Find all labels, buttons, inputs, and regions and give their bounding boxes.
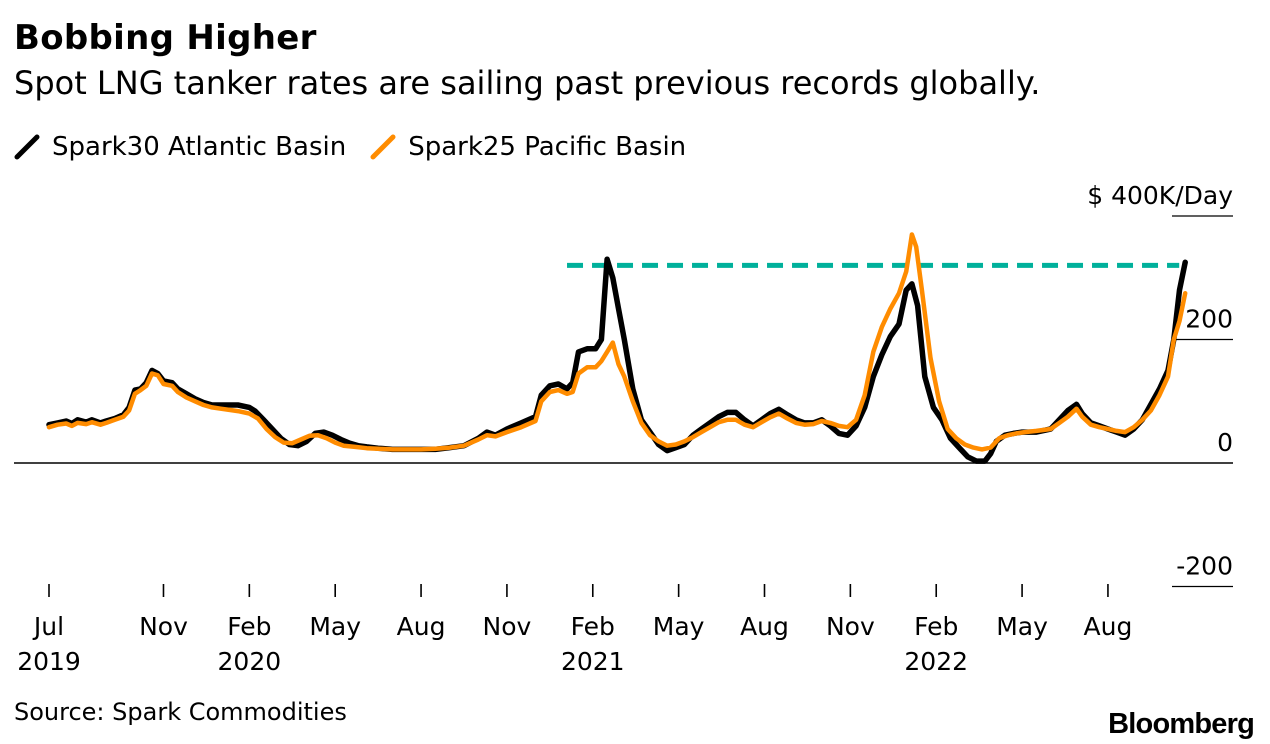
x-tick-year-label: 2022 bbox=[904, 647, 968, 676]
legend-item-pacific: Spark25 Pacific Basin bbox=[370, 132, 686, 162]
series-line-pacific bbox=[46, 232, 1188, 452]
y-tick-label: -200 bbox=[1176, 552, 1233, 581]
x-tick-year-label: 2020 bbox=[218, 647, 282, 676]
legend-swatch-atlantic bbox=[14, 134, 40, 160]
x-tick-label: Nov bbox=[826, 612, 875, 641]
legend: Spark30 Atlantic Basin Spark25 Pacific B… bbox=[14, 130, 710, 164]
chart-title: Bobbing Higher bbox=[14, 18, 317, 58]
x-tick-label: Feb bbox=[914, 612, 958, 641]
legend-label-pacific: Spark25 Pacific Basin bbox=[408, 132, 687, 162]
chart-subtitle: Spot LNG tanker rates are sailing past p… bbox=[14, 64, 1041, 102]
x-tick-label: Nov bbox=[139, 612, 188, 641]
x-tick-label: Feb bbox=[227, 612, 271, 641]
legend-label-atlantic: Spark30 Atlantic Basin bbox=[52, 132, 347, 162]
y-tick-label: 200 bbox=[1185, 305, 1233, 334]
x-tick-label: May bbox=[996, 612, 1048, 641]
x-tick-label: Jul bbox=[32, 612, 64, 641]
x-tick-label: May bbox=[309, 612, 361, 641]
line-slash-icon bbox=[14, 134, 40, 160]
line-slash-icon bbox=[370, 134, 396, 160]
x-tick-label: Aug bbox=[1084, 612, 1133, 641]
y-tick-label: $ 400K/Day bbox=[1087, 181, 1233, 210]
legend-item-atlantic: Spark30 Atlantic Basin bbox=[14, 132, 346, 162]
x-tick-year-label: 2021 bbox=[561, 647, 625, 676]
legend-swatch-pacific bbox=[370, 134, 396, 160]
x-tick-label: Feb bbox=[571, 612, 615, 641]
source-note: Source: Spark Commodities bbox=[14, 698, 347, 726]
x-tick-label: Aug bbox=[740, 612, 789, 641]
x-tick-label: May bbox=[653, 612, 705, 641]
bloomberg-logo: Bloomberg bbox=[1108, 708, 1255, 740]
x-tick-label: Nov bbox=[483, 612, 532, 641]
x-tick-year-label: 2019 bbox=[17, 647, 81, 676]
y-tick-label: 0 bbox=[1217, 428, 1233, 457]
x-tick-label: Aug bbox=[397, 612, 446, 641]
